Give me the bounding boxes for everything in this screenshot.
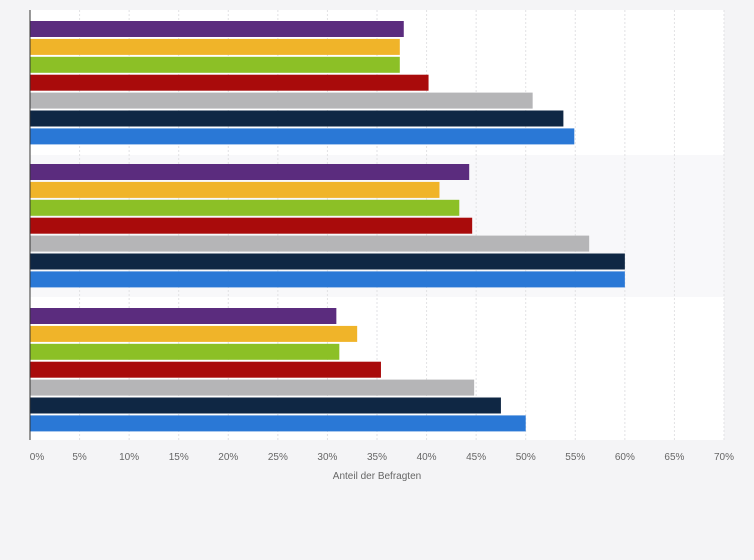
x-tick-label: 40% bbox=[417, 452, 437, 463]
bar-group3-series1[interactable] bbox=[30, 308, 337, 324]
x-tick-label: 60% bbox=[615, 452, 635, 463]
bar-group1-series1[interactable] bbox=[30, 21, 404, 37]
bars bbox=[30, 21, 625, 432]
bar-group3-series4[interactable] bbox=[30, 361, 381, 378]
bar-group2-series6[interactable] bbox=[30, 253, 625, 270]
bar-group1-series4[interactable] bbox=[30, 74, 429, 91]
bar-group1-series2[interactable] bbox=[30, 38, 400, 55]
x-tick-label: 70% bbox=[714, 452, 734, 463]
x-axis-label: Anteil der Befragten bbox=[333, 471, 421, 482]
x-tick-label: 65% bbox=[664, 452, 684, 463]
bar-group2-series3[interactable] bbox=[30, 199, 460, 216]
bar-group1-series3[interactable] bbox=[30, 56, 400, 73]
bar-group2-series2[interactable] bbox=[30, 181, 440, 198]
x-tick-label: 25% bbox=[268, 452, 288, 463]
x-tick-label: 55% bbox=[565, 452, 585, 463]
x-tick-label: 50% bbox=[516, 452, 536, 463]
x-tick-label: 5% bbox=[72, 452, 87, 463]
bar-group3-series7[interactable] bbox=[30, 415, 526, 432]
bar-group3-series6[interactable] bbox=[30, 397, 501, 414]
bar-group3-series3[interactable] bbox=[30, 343, 340, 360]
bar-group3-series5[interactable] bbox=[30, 379, 475, 396]
bar-group1-series5[interactable] bbox=[30, 92, 533, 109]
x-tick-label: 10% bbox=[119, 452, 139, 463]
bar-group2-series4[interactable] bbox=[30, 217, 473, 234]
bar-group2-series1[interactable] bbox=[30, 164, 470, 180]
x-tick-label: 45% bbox=[466, 452, 486, 463]
x-tick-label: 15% bbox=[169, 452, 189, 463]
bar-group2-series5[interactable] bbox=[30, 235, 590, 252]
x-tick-label: 0% bbox=[30, 452, 45, 463]
x-tick-label: 30% bbox=[317, 452, 337, 463]
x-tick-label: 35% bbox=[367, 452, 387, 463]
bar-group1-series7[interactable] bbox=[30, 128, 575, 145]
x-axis-ticks: 0% 5% 10% 15% 20% 25% 30% 35% 40% 45% 50% 55% 60% 65%… bbox=[30, 452, 734, 463]
x-tick-label: 20% bbox=[218, 452, 238, 463]
bar-group3-series2[interactable] bbox=[30, 325, 358, 342]
bar-group1-series6[interactable] bbox=[30, 110, 564, 127]
bar-group2-series7[interactable] bbox=[30, 271, 625, 288]
